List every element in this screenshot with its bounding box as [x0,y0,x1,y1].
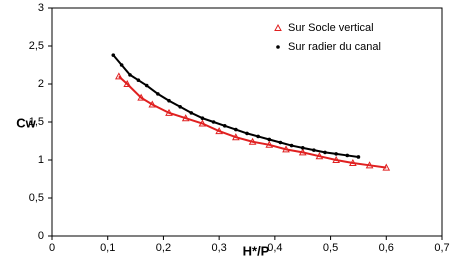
point [298,148,307,156]
point [256,134,260,139]
point [222,124,227,128]
point [248,137,257,145]
y-tick-label: 1 [38,154,44,166]
point [178,105,182,109]
point [119,63,124,67]
point [345,153,350,158]
y-tick-label: 0,5 [29,192,44,204]
point [198,119,207,127]
point [148,100,157,108]
x-axis-title: H*/P [243,243,270,258]
point [356,155,361,159]
point [365,161,374,169]
point [111,53,116,57]
y-tick-label: 3 [38,2,44,14]
y-tick-label: 1,5 [29,116,44,128]
point [215,127,223,135]
point [128,73,132,77]
point [323,150,327,155]
point [332,155,340,163]
legend-marker [274,23,282,31]
point [349,158,357,167]
point [300,146,305,150]
point [289,143,294,148]
legend-label: Sur radier du canal [288,41,381,53]
x-tick-label: 0,1 [100,242,115,254]
point [334,152,338,156]
point [315,152,324,160]
point [123,79,132,87]
point [181,114,190,122]
y-tick-label: 2,5 [29,40,44,52]
point [278,140,283,145]
legend-label: Sur Socle vertical [288,22,374,34]
point [382,163,391,171]
y-axis-title: Cw [16,115,36,130]
x-tick-label: 0,2 [156,242,171,254]
point [200,116,205,120]
y-tick-label: 0 [38,230,44,242]
x-tick-label: 0,5 [323,242,338,254]
point [211,120,216,124]
point [265,140,274,148]
legend-marker [276,45,280,49]
x-tick-label: 0 [49,242,55,254]
point [156,92,160,96]
x-tick-label: 0,3 [211,242,226,254]
point [312,148,316,152]
trend-line [118,75,387,169]
point [165,108,173,116]
point [234,127,238,132]
point [144,83,149,88]
point [136,78,141,82]
point [167,98,171,103]
plot-area [51,7,443,237]
point [232,133,240,141]
point [137,93,145,101]
y-tick-label: 2 [38,78,44,90]
point [245,131,249,136]
x-tick-label: 0,6 [379,242,394,254]
point [282,145,290,153]
point [115,72,123,80]
point [267,137,272,142]
x-tick-label: 0,7 [434,242,449,254]
x-tick-label: 0,4 [267,242,282,254]
point [189,111,194,115]
